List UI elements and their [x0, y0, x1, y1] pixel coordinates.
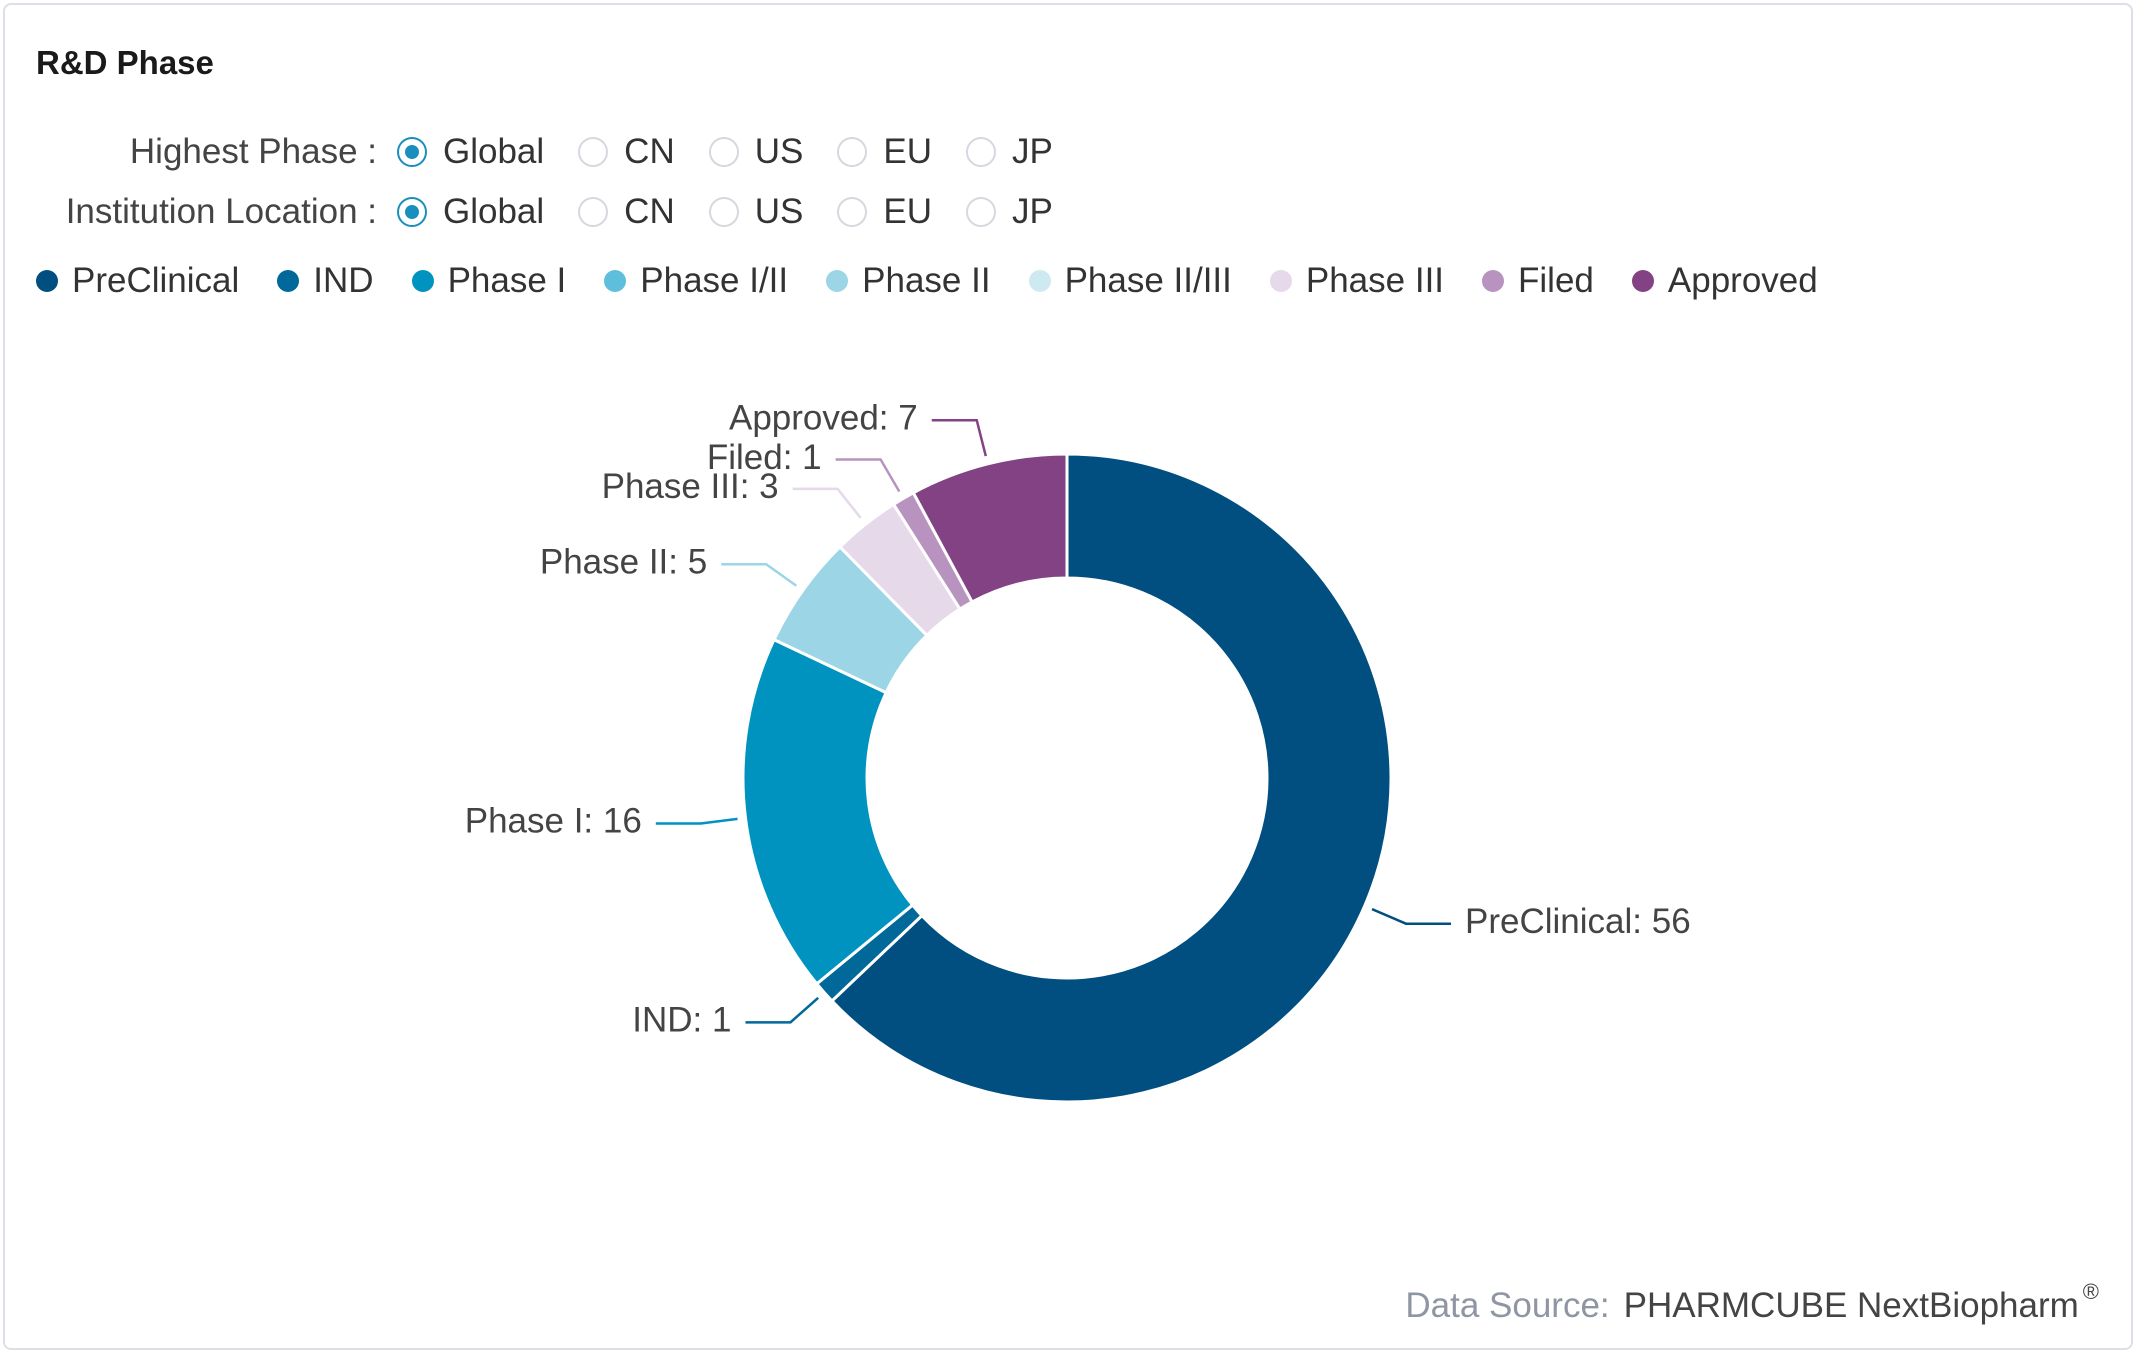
legend-item-preclinical[interactable]: PreClinical — [36, 261, 239, 301]
leader-line-approved — [931, 418, 988, 457]
legend-item-ind[interactable]: IND — [277, 261, 374, 301]
registered-mark: ® — [2082, 1279, 2099, 1304]
radio-label: US — [754, 192, 804, 231]
radio-circle-icon — [578, 197, 609, 227]
legend-item-filed[interactable]: Filed — [1482, 261, 1594, 301]
legend-label: Phase II/III — [1064, 261, 1232, 300]
leader-line-ind — [745, 996, 820, 1024]
institution-location-radio-global[interactable]: Global — [397, 192, 544, 232]
slice-approved[interactable] — [911, 452, 1069, 604]
legend-dot-icon — [826, 270, 849, 292]
institution-location-radio-eu[interactable]: EU — [837, 192, 932, 232]
legend-item-phase-ii[interactable]: Phase II — [826, 261, 991, 301]
radio-label: US — [754, 132, 804, 171]
legend-label: IND — [313, 261, 374, 300]
data-label-approved: Approved: 7 — [729, 398, 918, 437]
radio-label: CN — [624, 192, 675, 231]
legend-dot-icon — [411, 270, 434, 292]
data-label-phase-ii: Phase II: 5 — [540, 543, 707, 582]
chart-card — [3, 3, 2133, 1350]
legend-item-phase-ii-iii[interactable]: Phase II/III — [1028, 261, 1232, 301]
radio-label: Global — [443, 192, 545, 231]
legend-label: Phase II — [862, 261, 991, 300]
radio-label: Global — [443, 132, 545, 171]
data-label-ind: IND: 1 — [632, 1001, 731, 1040]
slice-preclinical[interactable] — [829, 452, 1393, 1104]
radio-label: JP — [1011, 132, 1053, 171]
radio-circle-icon — [837, 197, 868, 227]
legend-label: Phase I — [447, 261, 567, 300]
legend-item-phase-iii[interactable]: Phase III — [1269, 261, 1445, 301]
legend-item-approved[interactable]: Approved — [1631, 261, 1818, 301]
data-label-phase-iii: Phase III: 3 — [602, 467, 779, 506]
highest-phase-filter: Highest Phase : Global CN US EU JP — [2, 127, 1087, 177]
highest-phase-radio-eu[interactable]: EU — [837, 132, 932, 172]
data-label-phase-i: Phase I: 16 — [465, 802, 642, 841]
leader-line-preclinical — [1371, 907, 1452, 925]
legend-label: Approved — [1667, 261, 1818, 300]
highest-phase-radio-us[interactable]: US — [708, 132, 804, 172]
radio-circle-icon — [708, 137, 739, 167]
radio-circle-icon — [397, 197, 427, 227]
legend-label: Phase I/II — [640, 261, 789, 300]
radio-circle-icon — [708, 197, 739, 227]
legend-label: Filed — [1518, 261, 1594, 300]
legend-item-phase-i[interactable]: Phase I — [411, 261, 567, 301]
data-label-filed: Filed: 1 — [707, 438, 822, 477]
legend-dot-icon — [1482, 270, 1505, 292]
radio-circle-icon — [965, 137, 996, 167]
legend-dot-icon — [1631, 270, 1654, 292]
leader-line-phase-i — [655, 817, 738, 825]
radio-circle-icon — [397, 137, 427, 167]
institution-location-radio-us[interactable]: US — [708, 192, 804, 232]
leader-line-phase-ii — [721, 563, 798, 587]
legend-dot-icon — [1269, 270, 1292, 292]
legend-label: PreClinical — [72, 261, 240, 300]
highest-phase-radio-cn[interactable]: CN — [578, 132, 675, 172]
radio-circle-icon — [578, 137, 609, 167]
leader-line-phase-iii — [792, 487, 862, 519]
card-title: R&D Phase — [36, 44, 214, 81]
radio-circle-icon — [837, 137, 868, 167]
data-label-preclinical: PreClinical: 56 — [1465, 902, 1691, 941]
slice-phase-i[interactable] — [741, 637, 915, 986]
legend-dot-icon — [36, 270, 58, 292]
legend-dot-icon — [604, 270, 627, 292]
legend-dot-icon — [1028, 270, 1051, 292]
institution-location-radio-jp[interactable]: JP — [965, 192, 1053, 232]
radio-label: EU — [883, 132, 932, 171]
highest-phase-radio-jp[interactable]: JP — [965, 132, 1053, 172]
data-source-footer: Data Source: PHARMCUBE NextBiopharm ® — [1405, 1279, 2099, 1326]
legend-dot-icon — [277, 270, 300, 292]
radio-circle-icon — [965, 197, 996, 227]
institution-location-filter: Institution Location : Global CN US EU J… — [2, 187, 1087, 237]
legend-label: Phase III — [1305, 261, 1445, 300]
data-source-label: Data Source: — [1405, 1286, 1610, 1325]
highest-phase-label: Highest Phase : — [129, 132, 377, 171]
institution-location-radio-cn[interactable]: CN — [578, 192, 675, 232]
legend-item-phase-i-ii[interactable]: Phase I/II — [604, 261, 788, 301]
institution-location-label: Institution Location : — [65, 192, 377, 231]
highest-phase-radio-global[interactable]: Global — [397, 132, 544, 172]
radio-label: CN — [624, 132, 675, 171]
chart-legend: PreClinical IND Phase I Phase I/II Phase II P… — [36, 256, 1856, 306]
leader-line-filed — [835, 458, 901, 493]
radio-label: EU — [883, 192, 932, 231]
radio-label: JP — [1011, 192, 1053, 231]
data-source-value: PHARMCUBE NextBiopharm — [1623, 1286, 2079, 1325]
